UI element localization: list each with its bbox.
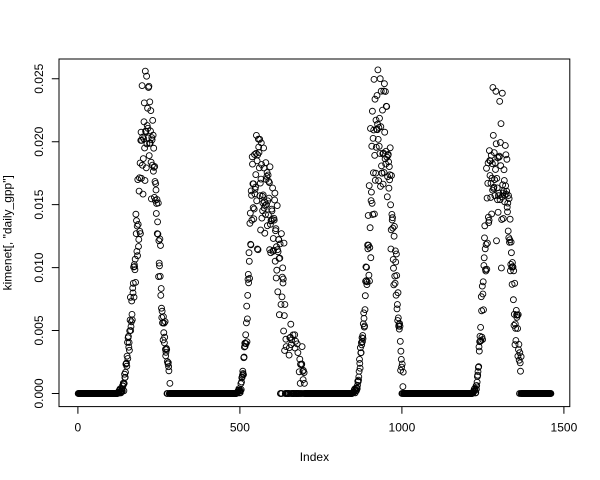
svg-text:1500: 1500 xyxy=(551,421,578,435)
svg-text:0.005: 0.005 xyxy=(32,315,46,345)
svg-text:0.010: 0.010 xyxy=(32,252,46,282)
svg-text:0.015: 0.015 xyxy=(32,189,46,219)
svg-text:kimenet[, "daily_gpp"]: kimenet[, "daily_gpp"] xyxy=(1,175,15,290)
svg-text:Index: Index xyxy=(300,450,329,464)
svg-text:1000: 1000 xyxy=(389,421,416,435)
svg-text:0.000: 0.000 xyxy=(32,378,46,408)
svg-text:0: 0 xyxy=(75,421,82,435)
svg-text:500: 500 xyxy=(230,421,250,435)
svg-text:0.025: 0.025 xyxy=(32,63,46,93)
svg-text:0.020: 0.020 xyxy=(32,126,46,156)
